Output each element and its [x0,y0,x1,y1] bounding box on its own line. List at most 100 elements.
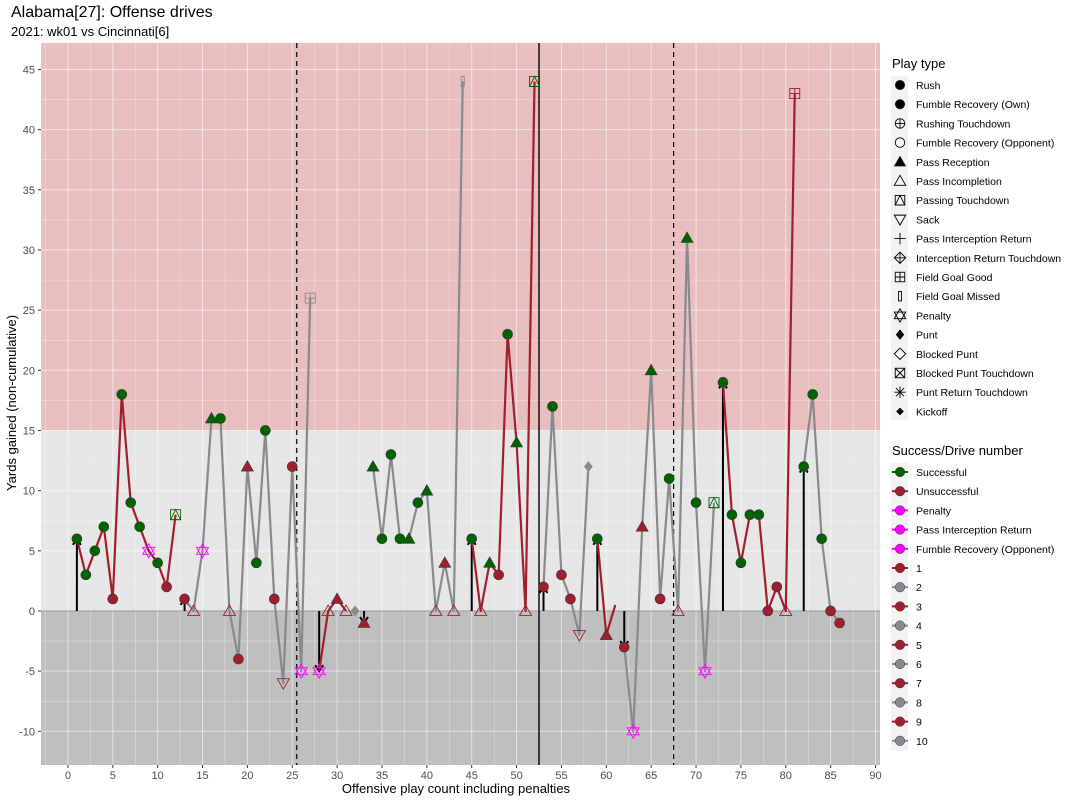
legend-swatch-point [894,678,906,689]
legend-item-label: Pass Interception Return [916,234,1032,246]
point-rush [807,389,819,400]
drive-line-7 [470,81,536,613]
legend-item-label: 10 [916,736,928,748]
y-tick-label: 25 [23,305,35,317]
point-rush [161,581,172,593]
legend-item-label: Penalty [916,505,952,517]
point-penalty-up [626,723,641,736]
point-rush [260,425,271,436]
point-rush [798,461,810,472]
x-tick-label: 10 [152,770,164,782]
point-sack [893,214,907,227]
point-rush [179,593,190,605]
point-pass-incomplete [518,604,533,616]
point-pass [438,556,452,568]
legend-item-label: Pass Interception Return [916,525,1032,537]
point-rush [771,581,783,593]
y-tick-label: 15 [23,425,35,437]
axes: -10 -5 0 5 10 15 20 25 30 35 40 45 0 5 10 15 20 25 30 35 40 4… [19,64,882,782]
y-tick-label: 30 [23,245,35,257]
legend-swatch-point [894,582,906,593]
x-axis-title: Offensive play count including penalties [342,781,571,796]
point-pass [635,520,649,532]
legend-item-label: 4 [916,621,922,633]
legend-play-type-title: Play type [892,56,945,71]
point-rush [894,79,906,91]
play-points [71,75,845,740]
legend-int-td-plus [894,252,906,264]
legend-item-label: Penalty [916,310,952,322]
point-rush [385,449,397,460]
point-pass [644,363,658,376]
point-rush [816,533,827,545]
point-rush [547,401,558,412]
point-sack [572,630,587,642]
legend-swatch-point [894,466,906,478]
point-penalty-down [141,546,156,559]
point-pass [599,628,613,640]
point-rush [107,593,119,605]
y-tick-label: 10 [23,486,35,498]
legend-fumble-opp [894,137,906,148]
point-rush [134,521,146,533]
point-rush [98,521,110,533]
point-rush [215,413,226,424]
legend-item-label: Rush [916,80,941,92]
point-penalty-down [626,727,641,740]
point-rush [394,533,406,545]
point-punt [895,329,905,340]
grid-lines [41,43,880,765]
point-pass-incomplete [893,174,907,186]
point-pass-incomplete [222,604,237,616]
point-pass-td-tri [528,75,541,87]
x-tick-label: 45 [466,770,478,782]
legend-item-label: Fumble Recovery (Opponent) [916,138,1054,150]
legend-item-label: Punt Return Touchdown [916,387,1028,399]
point-fg-missed [460,76,465,87]
point-rush [152,557,163,569]
legend-swatch-point [894,505,906,516]
point-rush [753,509,765,521]
x-tick-label: 60 [600,770,612,782]
point-rush [269,593,280,605]
x-tick-label: 50 [510,770,522,782]
point-rush [825,605,836,617]
y-tick-label: 5 [29,546,35,558]
y-tick-label: 45 [23,64,35,76]
legend-swatch-point [894,524,906,535]
y-tick-label: 0 [29,606,35,618]
point-rush [251,557,262,569]
point-rush [125,497,137,508]
legend-kickoff [896,407,904,416]
point-rush [654,593,666,605]
point-rush [412,497,424,508]
point-rush [735,557,747,569]
point-penalty-down [195,546,210,559]
x-tick-label: 20 [241,770,253,782]
point-rush [80,569,92,581]
point-rush [894,99,906,110]
legend-item-label: Rushing Touchdown [916,118,1011,130]
point-penalty-up [141,542,156,555]
period-lines [296,43,675,765]
point-pass [680,231,694,243]
legend-item-label: Blocked Punt Touchdown [916,368,1034,380]
legend-swatch-point [894,658,906,670]
point-pass [366,459,380,472]
point-pass [330,592,344,604]
point-rush [726,509,738,521]
point-rush [618,641,630,653]
y-tick-label: 20 [23,365,35,377]
point-pass-incomplete [446,604,461,616]
legend-success-title: Success/Drive number [892,443,1023,458]
x-tick-label: 25 [286,770,298,782]
point-rush [233,653,244,665]
legend-item-label: 8 [916,697,922,709]
legend-item-label: Fumble Recovery (Own) [916,99,1030,111]
x-tick-label: 35 [376,770,388,782]
point-rush [538,581,549,593]
legend-swatch-point [894,562,906,574]
legend-interception [894,232,906,245]
point-rush [744,509,756,521]
